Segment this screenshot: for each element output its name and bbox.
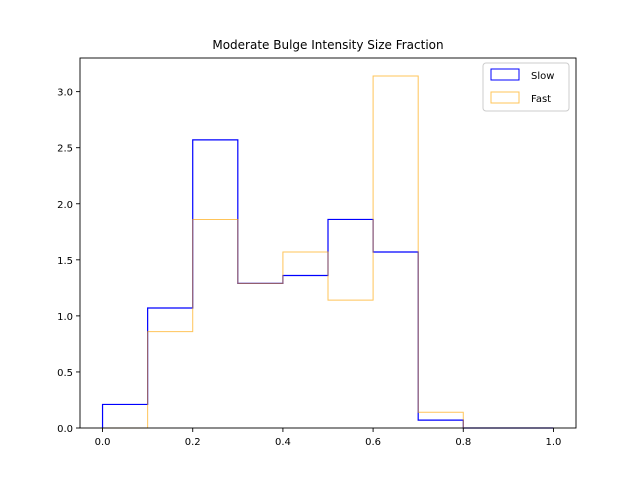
x-tick-label: 0.4	[275, 437, 291, 448]
x-tick-label: 1.0	[546, 437, 562, 448]
legend-swatch-fast	[490, 91, 520, 104]
x-tick-label: 0.0	[95, 437, 111, 448]
y-tick-label: 1.5	[57, 256, 73, 267]
plot-area: 0.0 0.2 0.4 0.6 0.8 1.0 0.0 0.5 1.0 1.5 2.0 2.5 3.0 S…	[57, 57, 577, 448]
y-tick-label: 0.0	[57, 424, 73, 435]
legend-swatch-slow	[490, 68, 520, 81]
y-tick-label: 2.0	[57, 200, 73, 211]
axes-frame	[79, 57, 577, 429]
y-tick-label: 2.5	[57, 144, 73, 155]
series-fast-outline	[102, 75, 554, 429]
y-tick-label: 3.0	[57, 88, 73, 99]
legend: Slow Fast	[482, 62, 570, 112]
y-tick-label: 0.5	[57, 368, 73, 379]
legend-label-slow: Slow	[531, 71, 554, 82]
legend-box	[482, 62, 570, 112]
y-tick-label: 1.0	[57, 312, 73, 323]
x-tick-label: 0.8	[455, 437, 471, 448]
x-tick-label: 0.2	[185, 437, 201, 448]
x-tick-label: 0.6	[365, 437, 381, 448]
chart-title: Moderate Bulge Intensity Size Fraction	[212, 38, 443, 52]
series-slow-outline	[101, 139, 554, 429]
legend-label-fast: Fast	[531, 94, 551, 105]
